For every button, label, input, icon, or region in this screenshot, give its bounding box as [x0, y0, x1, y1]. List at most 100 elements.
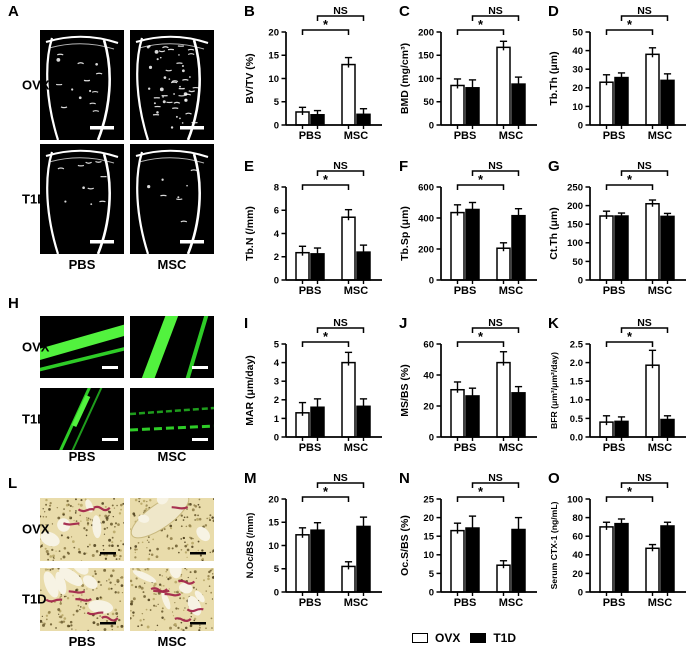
tissue-speckle [72, 594, 74, 597]
y-tick-label: 60 [572, 532, 583, 543]
tissue-speckle [79, 609, 81, 611]
y-tick-label: 400 [418, 213, 434, 224]
trabecula-arc [92, 110, 100, 112]
chart-C-plot: 0 50 100 150 200 BMD (mg/cm³) PBS MSC * NS [399, 5, 537, 142]
tissue-speckle [155, 593, 157, 595]
trabecula-arc [99, 200, 106, 203]
chart-panel-D: D 0 10 20 30 40 50 Tb.Th (μm) PBS MSC * NS [544, 2, 694, 152]
tissue-speckle [138, 586, 141, 589]
tissue-speckle [59, 601, 62, 603]
path-shape [301, 29, 350, 35]
tissue-speckle [146, 547, 148, 549]
y-axis-label: Ct.Th (μm) [548, 207, 560, 260]
panel-letter-M: M [244, 470, 257, 487]
tissue-speckle [78, 524, 80, 527]
panel-letter-A: A [8, 3, 19, 20]
bar-t1d-pbs [614, 76, 629, 126]
y-tick-label: 0 [578, 120, 583, 131]
trabecula-speckle [154, 49, 159, 54]
tissue-speckle [92, 621, 96, 625]
tissue-speckle [93, 544, 97, 547]
trabecula-arc [171, 80, 179, 83]
tissue-speckle [180, 514, 183, 517]
bar-ovx-msc [496, 46, 511, 126]
trabecula-arc [77, 62, 84, 65]
tissue-speckle [134, 548, 137, 551]
bar-t1d-msc [660, 79, 675, 126]
trabecula-speckle [179, 85, 181, 88]
y-tick-label: 60 [423, 339, 434, 350]
tissue-speckle [132, 611, 135, 614]
tissue-speckle [130, 610, 132, 612]
trabecula-arc [190, 169, 198, 172]
trabecula-speckle [162, 100, 166, 104]
tissue-speckle [108, 544, 111, 547]
bar-ovx-msc [341, 565, 356, 593]
tissue-speckle [120, 584, 124, 587]
legend-label-ovx: OVX [435, 631, 461, 645]
y-tick-label: 5 [274, 339, 280, 350]
y-tick-label: 250 [567, 182, 583, 193]
tissue-speckle [129, 602, 133, 606]
tissue-speckle [137, 625, 140, 628]
y-tick-label: 0.5 [570, 414, 584, 425]
tissue-speckle [201, 557, 204, 561]
tissue-speckle [111, 612, 115, 616]
trabecula-arc [57, 167, 65, 170]
tissue-speckle [184, 607, 186, 609]
calcein-label-band [184, 309, 210, 385]
scale-bar [100, 552, 116, 555]
bar-t1d-msc [660, 215, 675, 281]
chart-panel-B: B 0 5 10 15 20 BV/TV (%) PBS MSC * NS [240, 2, 391, 152]
tissue-speckle [198, 629, 201, 632]
tissue-speckle [98, 514, 101, 517]
fluorescence-image-t1d-msc [129, 388, 215, 450]
path-shape [316, 482, 365, 488]
y-tick-label: 150 [567, 220, 583, 231]
scale-bar [102, 438, 118, 441]
tissue-speckle [122, 543, 125, 546]
bar-t1d-pbs [310, 529, 325, 593]
tissue-speckle [99, 615, 101, 617]
tissue-speckle [66, 597, 70, 600]
marrow-space [161, 591, 171, 610]
sig-bracket-ns: NS [471, 5, 520, 21]
tissue-speckle [189, 624, 193, 628]
tissue-speckle [196, 517, 199, 521]
tissue-speckle [198, 626, 201, 629]
bar-t1d-pbs [465, 208, 480, 281]
y-tick-label: 1 [274, 414, 280, 425]
tissue-speckle [211, 627, 213, 629]
path-shape [620, 482, 669, 488]
tissue-speckle [211, 516, 214, 519]
tissue-speckle [56, 506, 59, 509]
panel-letter-B: B [244, 3, 255, 20]
y-tick-label: 3 [274, 377, 279, 388]
tissue-speckle [201, 549, 204, 552]
tissue-speckle [156, 624, 159, 627]
marrow-space [59, 567, 83, 586]
tissue-speckle [161, 610, 164, 613]
y-tick-label: 0 [429, 120, 434, 131]
trabecula-speckle [186, 184, 188, 187]
tissue-speckle [42, 623, 45, 627]
tissue-speckle [66, 537, 69, 540]
y-tick-label: 0 [274, 432, 279, 443]
star-label: * [323, 484, 329, 499]
y-tick-label: 0.0 [570, 432, 583, 443]
microct-image-t1d-msc [130, 144, 214, 255]
tissue-speckle [172, 615, 175, 617]
tissue-speckle [179, 597, 182, 600]
tissue-speckle [85, 602, 88, 605]
bar-ovx-pbs [450, 211, 465, 281]
tissue-speckle [169, 626, 172, 630]
y-tick-label: 0 [578, 587, 583, 598]
row-label-ovx: OVX [22, 339, 50, 355]
ns-label: NS [333, 5, 348, 17]
tissue-speckle [45, 503, 48, 506]
tissue-speckle [62, 620, 66, 623]
tissue-speckle [75, 498, 77, 501]
tissue-speckle [150, 553, 154, 556]
tissue-speckle [58, 613, 60, 615]
tissue-speckle [180, 621, 183, 624]
